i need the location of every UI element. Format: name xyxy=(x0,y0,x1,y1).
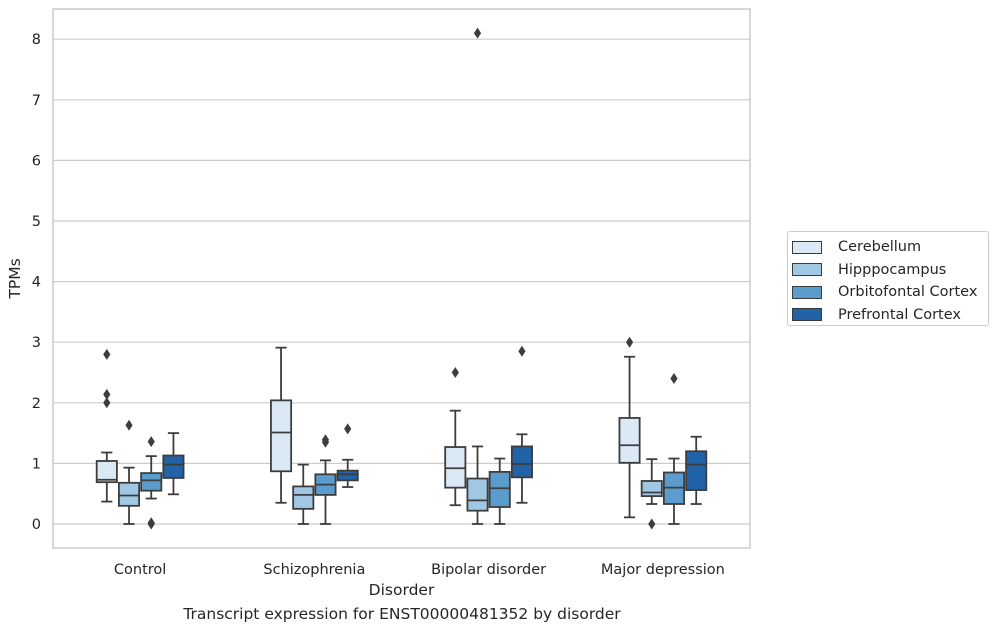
box-iqr xyxy=(162,454,185,479)
legend-item: Cerebellum xyxy=(792,236,988,259)
x-tick-label: Control xyxy=(114,562,166,578)
box-iqr xyxy=(488,470,511,508)
legend-label: Hipppocampus xyxy=(838,261,947,278)
outlier-point xyxy=(147,436,155,448)
y-tick-label: 4 xyxy=(32,275,41,291)
box-iqr xyxy=(640,480,663,498)
box-2-2 xyxy=(488,457,511,525)
outlier-point xyxy=(344,423,352,435)
box-iqr xyxy=(685,450,708,491)
y-tick-label: 6 xyxy=(32,153,41,169)
x-tick-label: Bipolar disorder xyxy=(431,562,546,578)
legend-swatch xyxy=(792,285,822,299)
box-2-1 xyxy=(466,27,489,525)
legend-label: Prefrontal Cortex xyxy=(838,306,961,323)
y-axis-label: TPMs xyxy=(6,258,24,299)
plot-frame xyxy=(52,8,751,549)
outlier-point xyxy=(648,518,656,530)
y-tick-label: 0 xyxy=(32,517,41,533)
legend-label: Orbitofontal Cortex xyxy=(838,284,978,301)
box-3-0 xyxy=(618,336,641,519)
box-iqr xyxy=(270,399,293,473)
x-axis-label: Disorder xyxy=(369,581,435,599)
box-3-2 xyxy=(662,373,685,525)
box-0-1 xyxy=(118,419,141,525)
legend-item: Prefrontal Cortex xyxy=(792,304,988,327)
outlier-point xyxy=(321,434,330,446)
y-tick-label: 8 xyxy=(32,32,41,48)
outlier-point xyxy=(451,367,459,378)
box-1-3 xyxy=(336,423,359,488)
legend-swatch xyxy=(792,240,822,254)
box-1-0 xyxy=(270,346,293,504)
outlier-point xyxy=(103,388,111,400)
box-iqr xyxy=(466,477,489,512)
box-iqr xyxy=(292,485,315,510)
outlier-point xyxy=(147,517,155,529)
legend-item: Hipppocampus xyxy=(792,259,988,282)
box-1-2 xyxy=(314,434,337,525)
box-1-1 xyxy=(292,463,315,525)
y-tick-label: 1 xyxy=(32,456,41,472)
legend-swatch xyxy=(792,308,822,322)
box-iqr xyxy=(618,417,641,464)
box-0-0 xyxy=(95,348,118,503)
box-iqr xyxy=(336,469,359,482)
box-2-3 xyxy=(510,345,533,504)
outlier-point xyxy=(103,397,111,409)
outlier-point xyxy=(670,373,678,385)
outlier-point xyxy=(625,336,634,348)
box-0-2 xyxy=(140,436,163,530)
x-tick-label: Major depression xyxy=(601,562,725,578)
y-tick-label: 3 xyxy=(32,335,41,351)
y-tick-label: 2 xyxy=(32,396,41,412)
box-3-3 xyxy=(685,435,708,505)
y-tick-label: 7 xyxy=(32,93,41,109)
box-0-3 xyxy=(162,432,185,496)
box-iqr xyxy=(95,460,118,484)
outlier-point xyxy=(473,27,482,39)
outlier-point xyxy=(103,348,111,360)
box-3-1 xyxy=(640,458,663,530)
legend-swatch xyxy=(792,263,822,277)
legend-label: Cerebellum xyxy=(838,239,922,256)
legend: Cerebellum Hipppocampus Orbitofontal Corte… xyxy=(787,231,989,326)
box-2-0 xyxy=(444,367,467,507)
box-iqr xyxy=(510,445,533,479)
chart-caption: Transcript expression for ENST0000048135… xyxy=(183,605,621,623)
outlier-point xyxy=(518,345,526,357)
box-iqr xyxy=(140,472,163,492)
x-tick-label: Schizophrenia xyxy=(263,562,365,578)
y-tick-label: 5 xyxy=(32,214,41,230)
legend-item: Orbitofontal Cortex xyxy=(792,281,988,304)
outlier-point xyxy=(125,419,133,431)
box-iqr xyxy=(444,446,467,489)
box-iqr xyxy=(118,481,141,507)
